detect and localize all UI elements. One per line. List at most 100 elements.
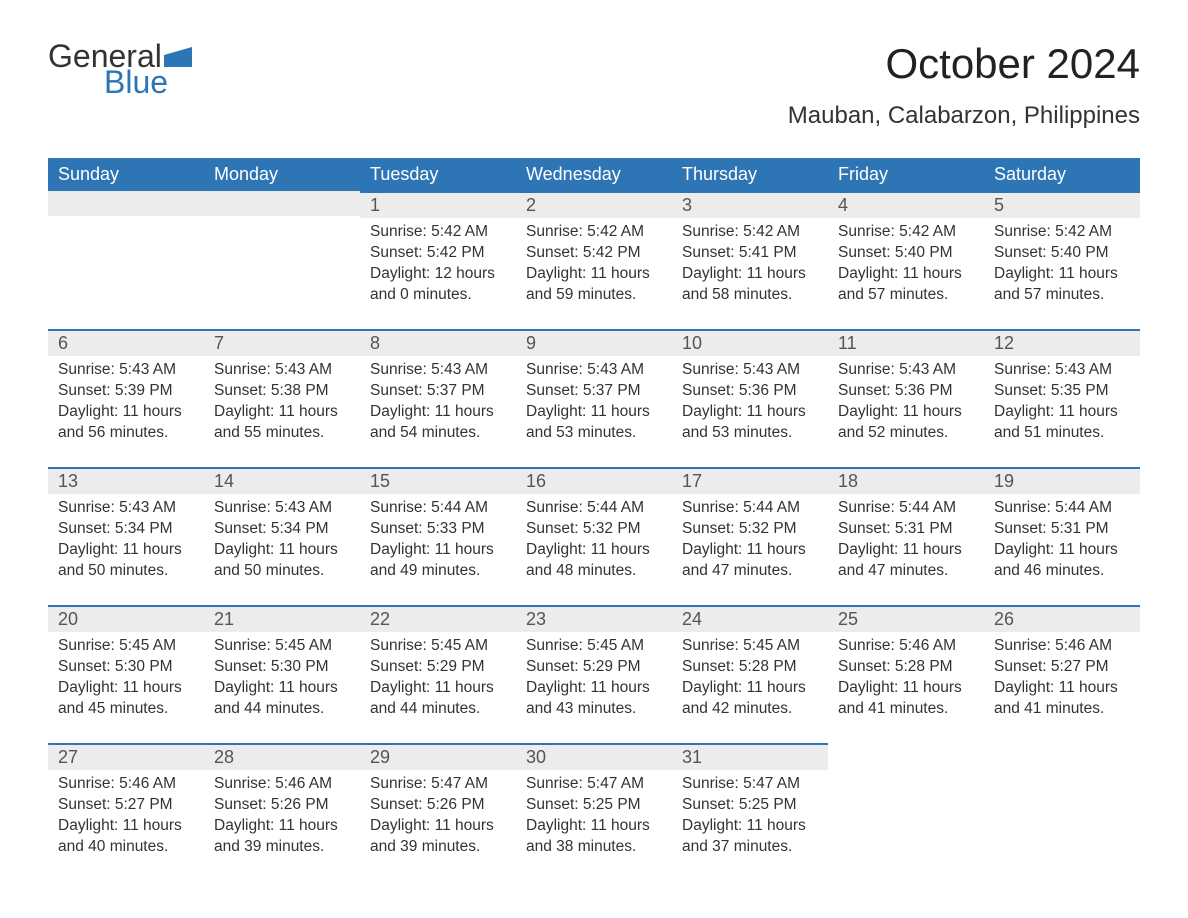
sunrise-line: Sunrise: 5:42 AM bbox=[682, 222, 818, 243]
day-number: 15 bbox=[360, 467, 516, 494]
weekday-header: Thursday bbox=[672, 158, 828, 191]
daylight-line: Daylight: 11 hours and 45 minutes. bbox=[58, 678, 194, 720]
sunrise-line: Sunrise: 5:45 AM bbox=[526, 636, 662, 657]
day-number: 30 bbox=[516, 743, 672, 770]
daylight-line: Daylight: 11 hours and 53 minutes. bbox=[682, 402, 818, 444]
sunrise-line: Sunrise: 5:43 AM bbox=[58, 498, 194, 519]
day-body: Sunrise: 5:42 AMSunset: 5:42 PMDaylight:… bbox=[516, 218, 672, 316]
empty-day-strip bbox=[48, 191, 204, 216]
day-number: 29 bbox=[360, 743, 516, 770]
sunset-line: Sunset: 5:42 PM bbox=[370, 243, 506, 264]
calendar-cell: 15 Sunrise: 5:44 AMSunset: 5:33 PMDayligh… bbox=[360, 467, 516, 605]
day-number: 3 bbox=[672, 191, 828, 218]
day-body: Sunrise: 5:43 AMSunset: 5:36 PMDaylight:… bbox=[672, 356, 828, 454]
calendar-week-row: 27Sunrise: 5:46 AMSunset: 5:27 PMDayligh… bbox=[48, 743, 1140, 881]
calendar-cell: 29Sunrise: 5:47 AMSunset: 5:26 PMDayligh… bbox=[360, 743, 516, 881]
sunrise-line: Sunrise: 5:45 AM bbox=[370, 636, 506, 657]
daylight-line: Daylight: 11 hours and 57 minutes. bbox=[838, 264, 974, 306]
sunrise-line: Sunrise: 5:47 AM bbox=[526, 774, 662, 795]
weekday-header: Wednesday bbox=[516, 158, 672, 191]
calendar-cell: 24Sunrise: 5:45 AMSunset: 5:28 PMDayligh… bbox=[672, 605, 828, 743]
day-number: 23 bbox=[516, 605, 672, 632]
sunrise-line: Sunrise: 5:46 AM bbox=[58, 774, 194, 795]
weekday-header: Saturday bbox=[984, 158, 1140, 191]
daylight-line: Daylight: 11 hours and 41 minutes. bbox=[838, 678, 974, 720]
calendar-week-row: 6Sunrise: 5:43 AMSunset: 5:39 PMDaylight… bbox=[48, 329, 1140, 467]
day-body: Sunrise: 5:43 AMSunset: 5:34 PMDaylight:… bbox=[48, 494, 204, 592]
day-number: 25 bbox=[828, 605, 984, 632]
sunrise-line: Sunrise: 5:43 AM bbox=[214, 360, 350, 381]
sunset-line: Sunset: 5:32 PM bbox=[682, 519, 818, 540]
calendar-cell: 12Sunrise: 5:43 AMSunset: 5:35 PMDayligh… bbox=[984, 329, 1140, 467]
sunrise-line: Sunrise: 5:43 AM bbox=[526, 360, 662, 381]
day-body: Sunrise: 5:47 AMSunset: 5:26 PMDaylight:… bbox=[360, 770, 516, 868]
daylight-line: Daylight: 11 hours and 58 minutes. bbox=[682, 264, 818, 306]
sunset-line: Sunset: 5:26 PM bbox=[370, 795, 506, 816]
calendar-cell: 6Sunrise: 5:43 AMSunset: 5:39 PMDaylight… bbox=[48, 329, 204, 467]
location: Mauban, Calabarzon, Philippines bbox=[788, 102, 1140, 130]
day-body: Sunrise: 5:43 AMSunset: 5:37 PMDaylight:… bbox=[360, 356, 516, 454]
day-number: 31 bbox=[672, 743, 828, 770]
day-number: 18 bbox=[828, 467, 984, 494]
calendar-cell: 8Sunrise: 5:43 AMSunset: 5:37 PMDaylight… bbox=[360, 329, 516, 467]
sunrise-line: Sunrise: 5:43 AM bbox=[682, 360, 818, 381]
day-body: Sunrise: 5:45 AMSunset: 5:30 PMDaylight:… bbox=[204, 632, 360, 730]
daylight-line: Daylight: 11 hours and 55 minutes. bbox=[214, 402, 350, 444]
calendar-cell: 21Sunrise: 5:45 AMSunset: 5:30 PMDayligh… bbox=[204, 605, 360, 743]
sunset-line: Sunset: 5:37 PM bbox=[526, 381, 662, 402]
calendar-table: Sunday Monday Tuesday Wednesday Thursday… bbox=[48, 158, 1140, 881]
day-body: Sunrise: 5:42 AMSunset: 5:42 PMDaylight:… bbox=[360, 218, 516, 316]
calendar-cell bbox=[48, 191, 204, 329]
logo-flag-icon bbox=[164, 47, 192, 67]
sunrise-line: Sunrise: 5:44 AM bbox=[370, 498, 506, 519]
sunset-line: Sunset: 5:34 PM bbox=[58, 519, 194, 540]
day-body: Sunrise: 5:43 AMSunset: 5:38 PMDaylight:… bbox=[204, 356, 360, 454]
daylight-line: Daylight: 11 hours and 50 minutes. bbox=[214, 540, 350, 582]
day-body: Sunrise: 5:47 AMSunset: 5:25 PMDaylight:… bbox=[516, 770, 672, 868]
sunset-line: Sunset: 5:35 PM bbox=[994, 381, 1130, 402]
day-number: 28 bbox=[204, 743, 360, 770]
day-number: 11 bbox=[828, 329, 984, 356]
calendar-cell: 23Sunrise: 5:45 AMSunset: 5:29 PMDayligh… bbox=[516, 605, 672, 743]
day-number: 8 bbox=[360, 329, 516, 356]
weekday-header: Monday bbox=[204, 158, 360, 191]
daylight-line: Daylight: 11 hours and 37 minutes. bbox=[682, 816, 818, 858]
sunrise-line: Sunrise: 5:43 AM bbox=[994, 360, 1130, 381]
sunset-line: Sunset: 5:40 PM bbox=[994, 243, 1130, 264]
day-number: 17 bbox=[672, 467, 828, 494]
sunrise-line: Sunrise: 5:44 AM bbox=[526, 498, 662, 519]
day-number: 12 bbox=[984, 329, 1140, 356]
calendar-cell: 3Sunrise: 5:42 AMSunset: 5:41 PMDaylight… bbox=[672, 191, 828, 329]
calendar-cell: 17Sunrise: 5:44 AMSunset: 5:32 PMDayligh… bbox=[672, 467, 828, 605]
day-body: Sunrise: 5:44 AMSunset: 5:31 PMDaylight:… bbox=[984, 494, 1140, 592]
calendar-cell: 10Sunrise: 5:43 AMSunset: 5:36 PMDayligh… bbox=[672, 329, 828, 467]
daylight-line: Daylight: 11 hours and 59 minutes. bbox=[526, 264, 662, 306]
daylight-line: Daylight: 11 hours and 39 minutes. bbox=[214, 816, 350, 858]
calendar-cell: 7Sunrise: 5:43 AMSunset: 5:38 PMDaylight… bbox=[204, 329, 360, 467]
day-number: 4 bbox=[828, 191, 984, 218]
calendar-cell: 28Sunrise: 5:46 AMSunset: 5:26 PMDayligh… bbox=[204, 743, 360, 881]
day-body: Sunrise: 5:42 AMSunset: 5:40 PMDaylight:… bbox=[828, 218, 984, 316]
calendar-cell: 13Sunrise: 5:43 AMSunset: 5:34 PMDayligh… bbox=[48, 467, 204, 605]
daylight-line: Daylight: 11 hours and 52 minutes. bbox=[838, 402, 974, 444]
sunset-line: Sunset: 5:37 PM bbox=[370, 381, 506, 402]
empty-day-strip bbox=[204, 191, 360, 216]
daylight-line: Daylight: 11 hours and 46 minutes. bbox=[994, 540, 1130, 582]
daylight-line: Daylight: 11 hours and 47 minutes. bbox=[682, 540, 818, 582]
daylight-line: Daylight: 11 hours and 49 minutes. bbox=[370, 540, 506, 582]
sunset-line: Sunset: 5:33 PM bbox=[370, 519, 506, 540]
day-number: 21 bbox=[204, 605, 360, 632]
title-block: October 2024 Mauban, Calabarzon, Philipp… bbox=[788, 40, 1140, 130]
calendar-cell: 26Sunrise: 5:46 AMSunset: 5:27 PMDayligh… bbox=[984, 605, 1140, 743]
calendar-cell: 9Sunrise: 5:43 AMSunset: 5:37 PMDaylight… bbox=[516, 329, 672, 467]
sunset-line: Sunset: 5:27 PM bbox=[994, 657, 1130, 678]
sunrise-line: Sunrise: 5:45 AM bbox=[214, 636, 350, 657]
calendar-cell: 27Sunrise: 5:46 AMSunset: 5:27 PMDayligh… bbox=[48, 743, 204, 881]
sunrise-line: Sunrise: 5:43 AM bbox=[214, 498, 350, 519]
sunset-line: Sunset: 5:27 PM bbox=[58, 795, 194, 816]
sunrise-line: Sunrise: 5:45 AM bbox=[58, 636, 194, 657]
daylight-line: Daylight: 11 hours and 42 minutes. bbox=[682, 678, 818, 720]
daylight-line: Daylight: 11 hours and 38 minutes. bbox=[526, 816, 662, 858]
day-number: 10 bbox=[672, 329, 828, 356]
day-body: Sunrise: 5:46 AMSunset: 5:27 PMDaylight:… bbox=[984, 632, 1140, 730]
